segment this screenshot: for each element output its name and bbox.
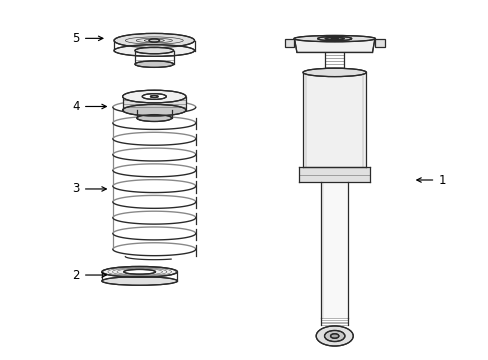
Ellipse shape [142,94,166,99]
Ellipse shape [325,37,344,40]
Ellipse shape [114,33,194,48]
Ellipse shape [102,277,177,285]
Text: 4: 4 [72,100,106,113]
Ellipse shape [149,39,159,42]
Text: 1: 1 [416,174,445,186]
Ellipse shape [122,90,185,103]
Ellipse shape [303,68,366,77]
Ellipse shape [135,47,173,54]
Ellipse shape [122,104,185,116]
Ellipse shape [135,61,173,67]
Ellipse shape [316,326,352,346]
Ellipse shape [150,95,158,98]
Ellipse shape [324,330,344,342]
Ellipse shape [123,269,155,274]
Text: 3: 3 [72,183,106,195]
Ellipse shape [102,266,177,277]
Ellipse shape [137,114,171,121]
Text: 2: 2 [72,269,106,282]
FancyBboxPatch shape [303,72,366,167]
Ellipse shape [330,38,338,39]
Polygon shape [374,39,384,48]
FancyBboxPatch shape [299,167,369,182]
Text: 5: 5 [72,32,102,45]
Ellipse shape [114,45,194,57]
Polygon shape [284,39,294,48]
FancyBboxPatch shape [122,96,185,110]
Ellipse shape [293,36,375,42]
Polygon shape [294,39,374,53]
Ellipse shape [317,36,351,41]
FancyBboxPatch shape [321,182,347,318]
Ellipse shape [330,334,338,338]
